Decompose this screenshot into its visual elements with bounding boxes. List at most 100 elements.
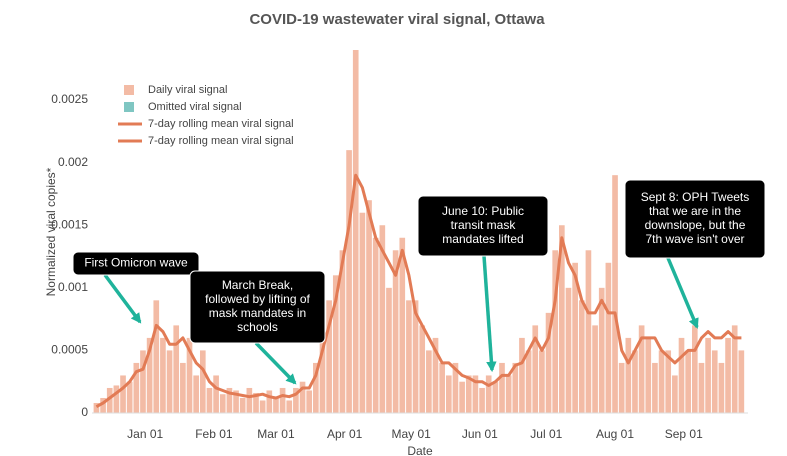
bar [691, 325, 698, 413]
bar [153, 300, 160, 413]
x-tick-label: Jun 01 [462, 427, 498, 441]
bar [525, 350, 532, 413]
bar [253, 392, 259, 413]
bar [219, 394, 226, 413]
annotation-text: June 10: Public [442, 204, 524, 218]
bar [346, 150, 352, 413]
bar [412, 300, 419, 413]
bar [426, 350, 432, 413]
bar [485, 375, 492, 413]
bar [718, 362, 725, 413]
annotation-box [189, 270, 326, 344]
x-tick-label: Feb 01 [195, 427, 233, 441]
bar [738, 350, 745, 413]
bar [505, 375, 512, 413]
bar [559, 225, 565, 413]
bar [532, 325, 539, 413]
bar [432, 337, 439, 413]
legend-label: Omitted viral signal [148, 101, 242, 113]
y-axis-label: Normalized viral copies* [44, 167, 58, 296]
bar [399, 237, 406, 413]
bar [512, 362, 519, 413]
x-tick-label: Apr 01 [327, 427, 363, 441]
bar [731, 325, 738, 413]
legend-swatch [124, 102, 134, 112]
annotation-text: Sept 8: OPH Tweets [641, 190, 750, 204]
bar [632, 350, 638, 413]
bar [286, 400, 293, 413]
x-tick-label: Jan 01 [127, 427, 163, 441]
bar [326, 300, 332, 413]
bar [598, 287, 605, 413]
bar [492, 381, 499, 413]
bar [698, 362, 705, 413]
bar [120, 375, 126, 413]
bar [313, 362, 319, 413]
bar [572, 262, 578, 413]
bar [565, 287, 572, 413]
annotation-arrow [103, 273, 142, 324]
bar [259, 400, 266, 413]
bar [725, 337, 731, 413]
bar [459, 381, 465, 413]
annotation-text: schools [237, 320, 278, 334]
bar [612, 175, 618, 413]
bar [552, 250, 559, 413]
annotation-text: mask mandates in [209, 306, 306, 320]
bar [645, 337, 652, 413]
annotation-box [72, 251, 200, 276]
bar [379, 225, 386, 413]
bar [672, 375, 678, 413]
bar [392, 250, 399, 413]
annotation-arrow [254, 341, 297, 385]
line [95, 173, 742, 409]
bar [246, 387, 253, 413]
bar [678, 337, 685, 413]
legend-swatch [124, 85, 134, 95]
bar [126, 381, 133, 413]
x-tick-label: Aug 01 [596, 427, 634, 441]
bar [213, 375, 219, 413]
bar [206, 387, 213, 413]
annotation-text: First Omicron wave [84, 256, 188, 270]
bar [113, 385, 120, 413]
y-tick-label: 0.0015 [51, 217, 88, 231]
bar [705, 337, 711, 413]
bar [585, 250, 592, 413]
bar [160, 337, 166, 413]
bar [625, 337, 632, 413]
bar [472, 375, 479, 413]
annotation-box [417, 195, 549, 257]
bar [299, 381, 306, 413]
bar [665, 350, 672, 413]
x-tick-label: Jul 01 [530, 427, 562, 441]
bar [685, 350, 691, 413]
annotation-text: 7th wave isn't over [645, 232, 744, 246]
bar [239, 397, 246, 413]
bar [352, 50, 359, 413]
bar [279, 387, 286, 413]
bar [332, 275, 339, 413]
bar [266, 390, 273, 413]
bar [638, 325, 645, 413]
bar [592, 325, 598, 413]
annotation-box [624, 179, 766, 259]
bar [386, 287, 392, 413]
bar [539, 350, 545, 413]
bar [406, 300, 412, 413]
legend-label: Daily viral signal [148, 84, 227, 96]
bar [319, 337, 326, 413]
y-tick-label: 0 [81, 405, 88, 419]
y-tick-label: 0.0025 [51, 92, 88, 106]
x-tick-label: Sep 01 [665, 427, 703, 441]
bar [186, 337, 193, 413]
legend-label: 7-day rolling mean viral signal [148, 118, 294, 130]
annotation-text: that we are in the [649, 204, 741, 218]
bar [439, 362, 445, 413]
bar [479, 387, 485, 413]
bar [180, 362, 186, 413]
annotation-arrow [482, 255, 497, 373]
bar [711, 350, 718, 413]
bar [445, 375, 452, 413]
